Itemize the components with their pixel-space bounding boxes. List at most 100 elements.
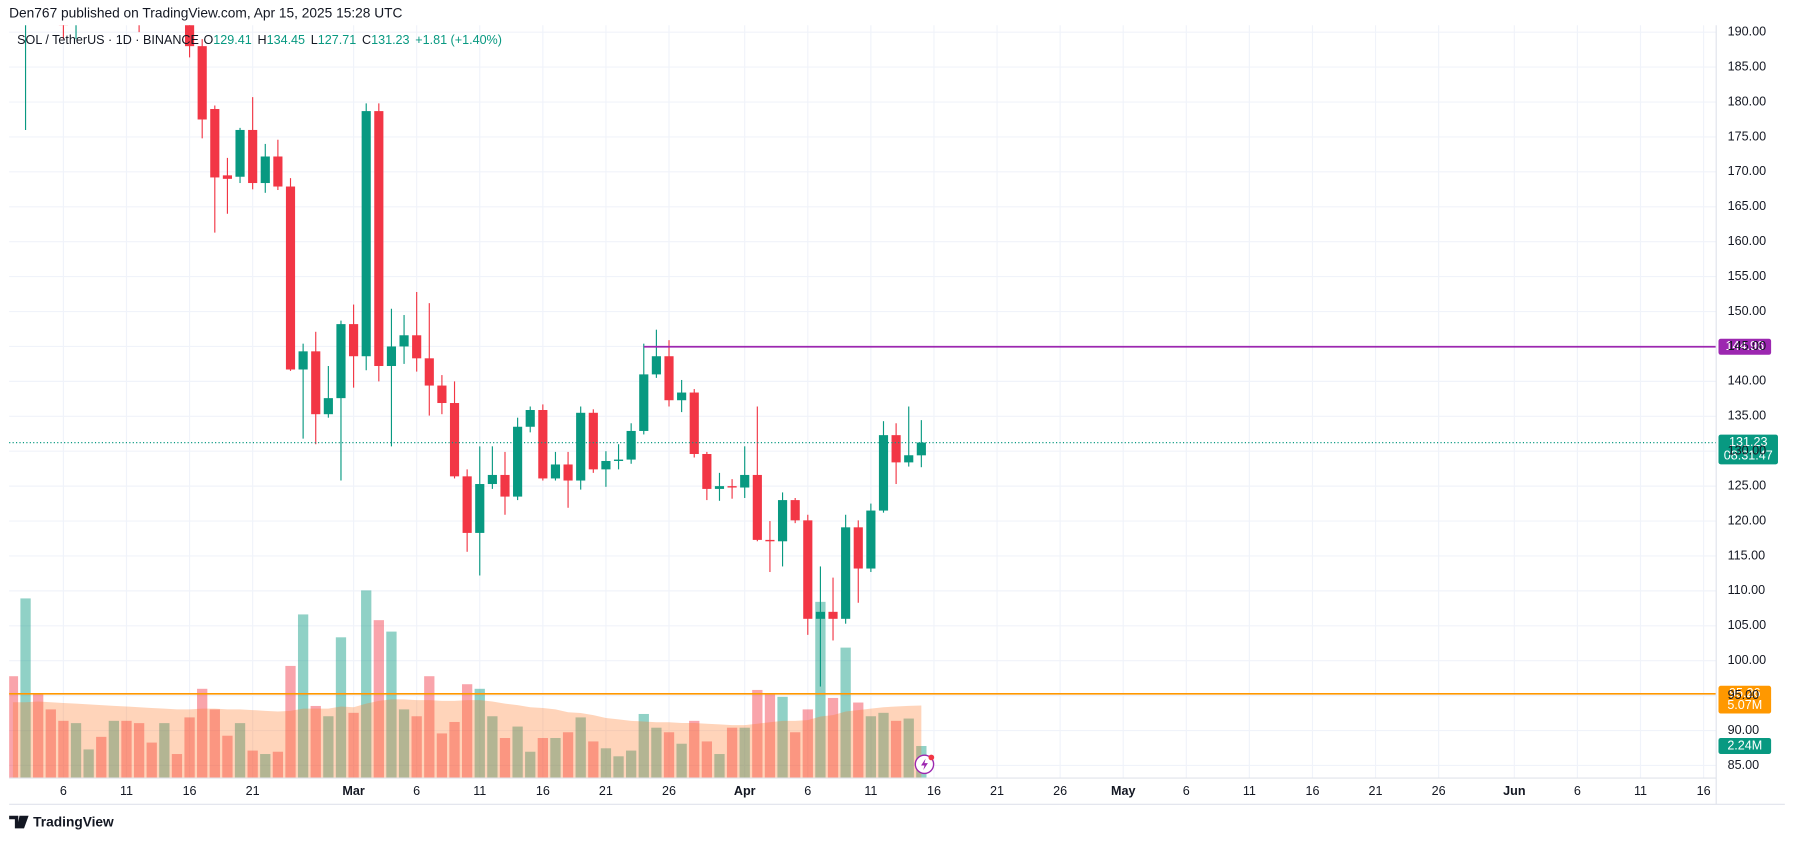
- volume-bar: [853, 702, 864, 779]
- x-tick-label: 11: [473, 784, 486, 798]
- candle-body: [285, 186, 296, 370]
- volume-bar: [373, 620, 384, 779]
- volume-bar: [638, 713, 649, 779]
- legend: SOL / TetherUS · 1D · BINANCE O129.41 H134…: [17, 34, 502, 48]
- volume-bar: [424, 676, 435, 779]
- volume-bar: [386, 631, 397, 779]
- legend-value: 134.45: [267, 34, 305, 48]
- legend-change: +1.81: [415, 34, 447, 48]
- legend-key: C: [362, 34, 371, 48]
- candle-body: [613, 459, 624, 461]
- volume-bar: [449, 721, 460, 779]
- candle-body: [260, 156, 270, 184]
- candle-body: [235, 129, 245, 177]
- volume-bar: [525, 751, 536, 779]
- y-tick-label: 115.00: [1728, 548, 1766, 562]
- candle-body: [904, 455, 914, 463]
- volume-bar: [512, 726, 523, 779]
- y-tick-label: 170.00: [1728, 164, 1766, 178]
- volume-bar: [83, 749, 94, 779]
- volume-bar: [461, 684, 473, 779]
- volume-bar: [146, 742, 157, 779]
- last-price-box: [1718, 434, 1778, 465]
- volume-bar: [903, 718, 914, 779]
- volume-bar: [575, 717, 586, 779]
- volume-bar: [827, 697, 839, 779]
- x-tick-label: 21: [246, 784, 260, 798]
- y-tick-label: 140.00: [1728, 374, 1766, 388]
- volume-bar: [361, 590, 372, 779]
- volume-bar: [499, 737, 511, 779]
- x-tick-label: Mar: [342, 784, 364, 798]
- candle-body: [412, 335, 422, 359]
- candle-body: [399, 335, 409, 347]
- volume-bar: [247, 750, 258, 779]
- y-tick-label: 145.00: [1728, 339, 1766, 353]
- volume-tag-text: 2.24M: [1727, 738, 1762, 752]
- x-tick-label: 16: [1697, 784, 1711, 798]
- x-tick-label: 21: [1369, 784, 1383, 798]
- x-tick-label: 6: [804, 784, 811, 798]
- y-tick-label: 120.00: [1728, 513, 1766, 527]
- candle-body: [386, 346, 397, 367]
- volume-bar: [613, 756, 624, 779]
- x-tick-label: 11: [1634, 784, 1647, 798]
- y-tick-label: 135.00: [1728, 409, 1766, 423]
- price-pane: [24, 25, 926, 687]
- volume-bar: [285, 665, 296, 779]
- y-tick-label: 190.00: [1728, 25, 1766, 39]
- y-tick-label: 110.00: [1728, 583, 1766, 597]
- volume-bar: [689, 720, 700, 779]
- volume-bar: [701, 741, 713, 779]
- volume-bar: [33, 693, 44, 779]
- x-tick-label: 6: [413, 784, 420, 798]
- candle-body: [475, 484, 485, 533]
- y-tick-label: 125.00: [1728, 478, 1766, 492]
- legend-value: 129.41: [213, 34, 251, 48]
- candle-body: [437, 385, 447, 404]
- level-tag-text: 144.96: [1726, 339, 1764, 353]
- volume-bar: [184, 717, 195, 779]
- candle-body: [563, 464, 573, 481]
- volume-bar: [209, 709, 220, 779]
- volume-bar: [890, 720, 902, 779]
- volume-bar: [171, 754, 183, 779]
- candle-body: [740, 474, 750, 488]
- volume-bar: [651, 727, 662, 779]
- volume-bar: [9, 676, 19, 779]
- candle-body: [487, 474, 497, 485]
- candle-body: [714, 486, 725, 489]
- candle-body: [449, 403, 460, 477]
- candle-body: [639, 374, 649, 431]
- candle-body: [866, 510, 876, 569]
- x-tick-label: 6: [60, 784, 67, 798]
- volume-bar: [121, 720, 132, 779]
- x-tick-label: Jun: [1503, 784, 1525, 798]
- volume-bar: [537, 737, 548, 779]
- candle-body: [298, 351, 308, 370]
- candle-body: [853, 527, 863, 569]
- y-tick-label: 160.00: [1728, 234, 1766, 248]
- candle-body: [626, 430, 636, 460]
- candle-body: [525, 410, 535, 427]
- volume-bar: [436, 733, 448, 779]
- volume-bar: [348, 712, 359, 779]
- volume-bar: [676, 743, 687, 779]
- volume-bar: [398, 709, 410, 779]
- candle-body: [803, 520, 813, 619]
- candle-body: [184, 25, 195, 47]
- candle-body: [790, 500, 800, 521]
- x-tick-label: May: [1111, 784, 1135, 798]
- volume-bar: [626, 750, 637, 779]
- candle-body: [664, 356, 674, 401]
- volume-tag-box: [1718, 737, 1772, 755]
- legend-key: O: [203, 34, 213, 48]
- volume-bar: [58, 720, 69, 779]
- y-tick-label: 180.00: [1728, 94, 1766, 108]
- candle-body: [576, 412, 586, 481]
- candle-body: [550, 464, 561, 479]
- y-tick-label: 100.00: [1728, 653, 1766, 667]
- volume-bar: [600, 748, 612, 779]
